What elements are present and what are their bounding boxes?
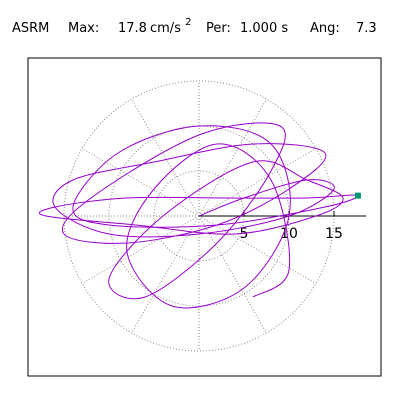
angle-value: 7.3 <box>356 21 377 36</box>
grid-spoke <box>131 215 200 334</box>
r-tick-label: 15 <box>325 226 343 242</box>
plot-frame <box>27 57 382 377</box>
max-value: 17.8 <box>118 21 147 36</box>
r-tick-label: 10 <box>280 226 298 242</box>
orbit-trace <box>38 122 359 309</box>
max-label: Max: <box>68 21 99 36</box>
max-unit: cm/s <box>150 21 181 36</box>
r-tick-label: 5 <box>240 226 249 242</box>
ang-label: Ang: <box>310 21 340 36</box>
max-exp: 2 <box>185 17 191 28</box>
grid-spoke <box>81 215 200 284</box>
period: 1.000 s <box>240 21 288 36</box>
per-label: Per: <box>206 21 231 36</box>
max-marker <box>354 192 361 199</box>
grid-spoke <box>81 148 200 217</box>
chart-title: ASRM Max: 17.8 cm/s 2 Per: 1.000 s Ang: … <box>12 15 377 36</box>
station: ASRM <box>12 21 49 36</box>
grid-spoke <box>131 98 200 217</box>
grid-spoke <box>198 215 317 284</box>
